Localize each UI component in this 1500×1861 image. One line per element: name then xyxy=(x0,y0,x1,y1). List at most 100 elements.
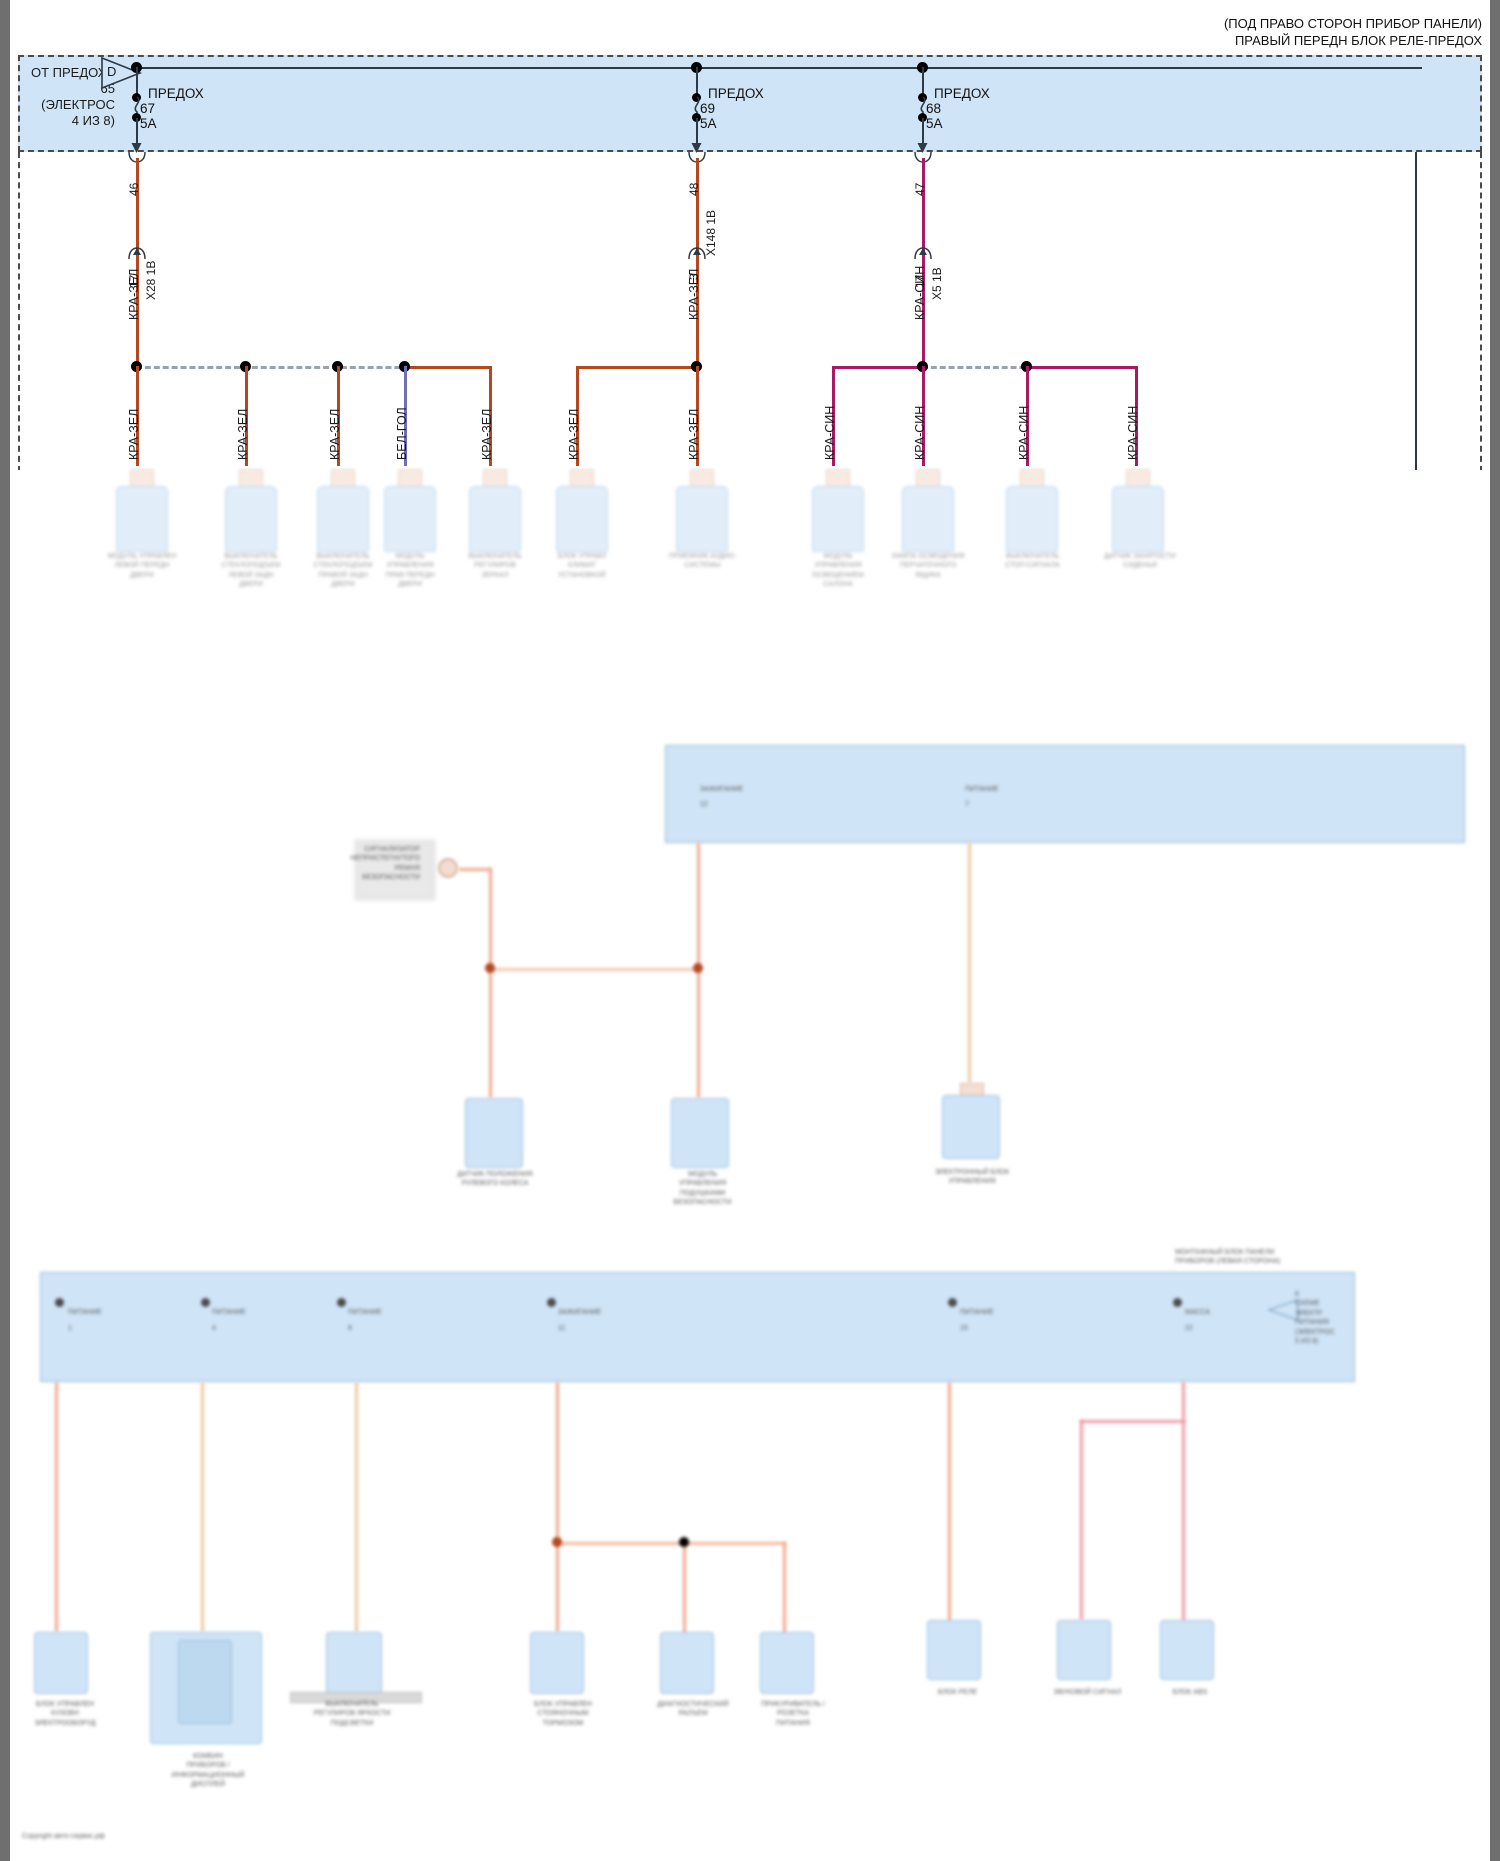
branch-drop-4 xyxy=(404,366,407,466)
feeder-pin-bot-2: 3 xyxy=(687,273,701,280)
mid-wire-1 xyxy=(489,868,492,1098)
feeder-connector-3: X5 1B xyxy=(930,267,944,300)
branch-drop-zel xyxy=(489,366,492,466)
connector-symbol xyxy=(1002,470,1062,565)
branch-drop-10 xyxy=(1026,366,1029,466)
bottom-wire-link xyxy=(1080,1420,1185,1423)
feeder-connector-1: X28 1B xyxy=(144,260,158,300)
bottom-wire-3 xyxy=(355,1382,358,1632)
branch-label-7: КРА-ЗЕЛ xyxy=(687,408,701,460)
load-caption-11: ДАТЧИК ЗАНЯТОСТИ СИДЕНЬЯ xyxy=(1104,553,1176,570)
connector-symbol xyxy=(465,470,525,565)
bottom-pin-number-5: 15 xyxy=(960,1325,968,1332)
connector-symbol xyxy=(1108,470,1168,565)
bottom-load-caption-3: ВЫКЛЮЧАТЕЛЬ РЕГУЛИРОВ ЯРКОСТИ ПОДСВЕТКИ xyxy=(313,1701,391,1727)
connector-symbol xyxy=(313,470,373,565)
connector-symbol xyxy=(290,1632,422,1722)
fuse-number-2: 69 xyxy=(700,101,716,116)
connector-symbol xyxy=(808,470,868,565)
fuse-lead-bottom xyxy=(696,118,698,148)
mid-pin-label-1: ЗАЖИГАНИЕ xyxy=(700,786,744,793)
fuse-name-1: ПРЕДОХ xyxy=(148,86,204,101)
mid-pin-number-2: 7 xyxy=(965,801,969,808)
bottom-pin-number-4: 11 xyxy=(558,1325,566,1332)
arrow-down-icon xyxy=(917,143,928,153)
branch-drop-2 xyxy=(245,366,248,466)
fuse-rating-2: 5A xyxy=(700,116,717,131)
feeder-pin-top-2: 48 xyxy=(687,182,701,196)
bottom-load-caption-6: ПРИКУРИВАТЕЛЬ / РОЗЕТКА ПИТАНИЯ xyxy=(761,1701,825,1727)
fuse-block-panel xyxy=(18,55,1482,152)
mid-junction-dot xyxy=(485,963,495,973)
bottom-pin-number-3: 8 xyxy=(348,1325,352,1332)
connector-symbol xyxy=(552,470,612,565)
load-caption-9: ЛАМПА ОСВЕЩЕНИЯ ПЕРЧАТОЧНОГО ЯЩИКА xyxy=(891,553,965,579)
source-arrow-icon xyxy=(101,56,143,90)
load-caption-1: МОДУЛЬ УПРАВЛЕН ЛЕВОЙ ПЕРЕДН ДВЕРИ xyxy=(107,553,177,579)
bottom-pin-number-2: 4 xyxy=(212,1325,216,1332)
bottom-load-caption-9: БЛОК ABS xyxy=(1172,1689,1208,1696)
bottom-pin-dot xyxy=(948,1298,957,1307)
connector-bracket-icon xyxy=(914,247,932,260)
branch-bus-sin xyxy=(832,366,924,369)
bottom-pin-label-1: ПИТАНИЕ xyxy=(68,1309,102,1316)
lower-fade-veil xyxy=(0,470,1500,1861)
bottom-wire-2 xyxy=(201,1382,204,1632)
feeder-connector-2: X148 1B xyxy=(704,209,718,256)
feeder-wire-3 xyxy=(922,158,925,368)
bottom-load-caption-7: БЛОК РЕЛЕ xyxy=(937,1689,978,1696)
fuse-rating-1: 5A xyxy=(140,116,157,131)
fuse-terminal-dot xyxy=(132,113,141,122)
branch-label-11: КРА-СИН xyxy=(1126,405,1140,460)
bottom-junction-dot xyxy=(679,1537,689,1547)
load-caption-8: МОДУЛЬ УПРАВЛЕНИЯ ОСВЕЩЕНИЕМ САЛОНА xyxy=(812,553,864,589)
branch-drop-1 xyxy=(136,366,139,466)
branch-label-1: КРА-ЗЕЛ xyxy=(127,408,141,460)
bottom-panel-side-note: К СХЕМЕ ЭЛЕКТР ПИТАНИЯ (ЭЛЕКТРОС 5 ИЗ 8) xyxy=(1295,1291,1335,1346)
branch-label-3: КРА-ЗЕЛ xyxy=(328,408,342,460)
connector-symbol xyxy=(658,1632,716,1712)
bottom-pin-dot xyxy=(337,1298,346,1307)
branch-label-8: КРА-СИН xyxy=(823,405,837,460)
branch-label-6: КРА-ЗЕЛ xyxy=(567,408,581,460)
load-caption-6: БЛОК УПРАВЛ КЛИМАТ УСТАНОВКОЙ xyxy=(557,553,607,579)
bottom-module-panel xyxy=(40,1272,1355,1382)
branch-label-5: КРА-ЗЕЛ xyxy=(480,408,494,460)
feeder-pin-top-1: 46 xyxy=(127,182,141,196)
bottom-wire-8 xyxy=(1080,1420,1083,1620)
header-location-line2: ПРАВЫЙ ПЕРЕДН БЛОК РЕЛЕ-ПРЕДОХ xyxy=(1234,33,1482,48)
mid-wire-lead xyxy=(459,868,491,871)
bottom-load-caption-4: БЛОК УПРАВЛЕН СТОЯНОЧНЫМ ТОРМОЗОМ xyxy=(534,1701,592,1727)
feeder-pin-bot-1: 17 xyxy=(127,274,141,288)
connector-symbol xyxy=(898,470,958,565)
fuse-symbol-icon xyxy=(134,96,140,119)
fuse-number-3: 68 xyxy=(926,101,942,116)
fuse-lead-top xyxy=(696,67,698,97)
mid-note-box xyxy=(355,840,435,900)
fuse-lead-bottom xyxy=(136,118,138,148)
branch-drop-sin xyxy=(832,366,835,466)
bottom-wire-4 xyxy=(556,1382,559,1632)
branch-drop-3 xyxy=(337,366,340,466)
connector-symbol xyxy=(925,1620,983,1700)
connector-symbol xyxy=(758,1632,816,1712)
branch-label-4: БЕЛ-ГОЛ xyxy=(395,407,409,460)
bottom-wire-5 xyxy=(683,1542,686,1637)
mid-wire-3 xyxy=(968,843,971,1083)
fuse-name-3: ПРЕДОХ xyxy=(934,86,990,101)
branch-label-9: КРА-СИН xyxy=(913,405,927,460)
bottom-pin-label-2: ПИТАНИЕ xyxy=(212,1309,246,1316)
distribution-dashed-line xyxy=(136,366,436,369)
bottom-pin-dot xyxy=(201,1298,210,1307)
mid-pin-label-2: ПИТАНИЕ xyxy=(965,786,999,793)
connector-symbol xyxy=(112,470,172,565)
fuse-symbol-icon xyxy=(920,96,926,119)
fuse-lead-bottom xyxy=(922,118,924,148)
connector-bracket-icon xyxy=(688,247,706,260)
source-marker-letter: D xyxy=(107,64,117,79)
source-label-line4: 4 ИЗ 8) xyxy=(71,113,115,128)
bottom-pin-number-6: 22 xyxy=(1185,1325,1193,1332)
branch-drop-7 xyxy=(696,366,699,466)
connector-symbol xyxy=(669,1098,731,1183)
